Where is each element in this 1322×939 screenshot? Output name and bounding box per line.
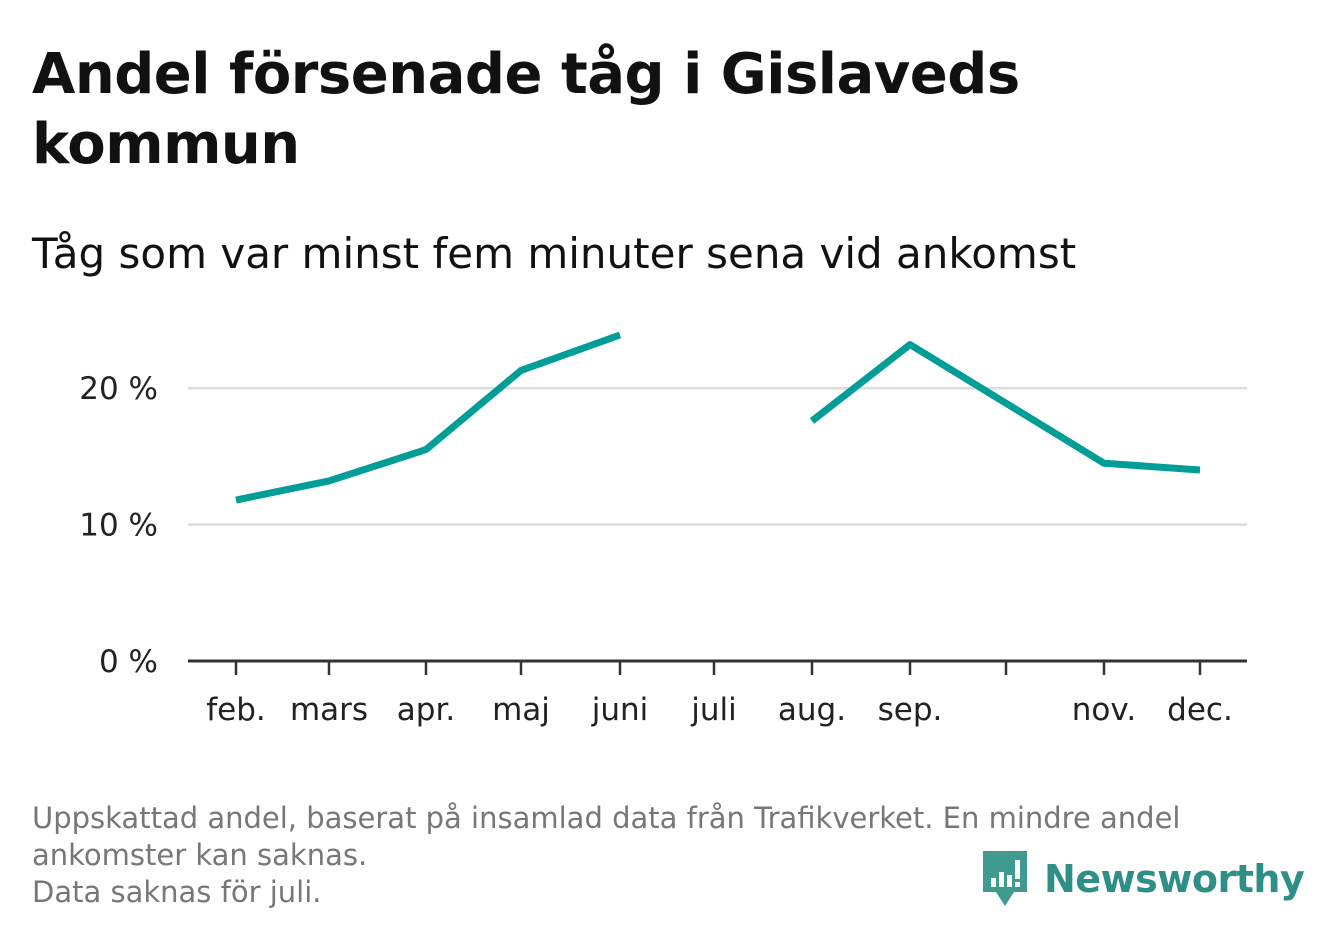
x-tick-label: apr. bbox=[397, 692, 455, 728]
y-tick-label: 0 % bbox=[99, 644, 158, 680]
x-tick-label: maj bbox=[492, 692, 550, 728]
x-tick-label: juli bbox=[690, 692, 737, 728]
series-line bbox=[235, 331, 622, 504]
footnote-line-3: Data saknas för juli. bbox=[32, 875, 322, 909]
brand-name: Newsworthy bbox=[1044, 857, 1305, 901]
x-tick-label: sep. bbox=[878, 692, 943, 728]
footnote-line-2: ankomster kan saknas. bbox=[32, 838, 368, 872]
x-tick-label: aug. bbox=[778, 692, 846, 728]
x-tick-label: juni bbox=[591, 692, 649, 728]
footnote-line-1: Uppskattad andel, baserat på insamlad da… bbox=[32, 801, 1181, 835]
series-line bbox=[809, 341, 1201, 474]
chart-subtitle: Tåg som var minst fem minuter sena vid a… bbox=[32, 229, 1077, 278]
gridlines bbox=[188, 386, 1247, 526]
y-tick-label: 10 % bbox=[79, 508, 158, 544]
chart-title: Andel försenade tåg i Gislaveds kommun bbox=[32, 42, 1020, 177]
bar-chart-speech-icon bbox=[983, 851, 1027, 906]
newsworthy-logo: Newsworthy bbox=[980, 848, 1305, 910]
x-tick-label: dec. bbox=[1167, 692, 1233, 728]
x-axis-ticks: feb. mars apr. maj juni juli aug. sep. nov. dec. bbox=[206, 661, 1233, 728]
x-tick-label: feb. bbox=[206, 692, 266, 728]
x-tick-label: nov. bbox=[1072, 692, 1136, 728]
footnote: Uppskattad andel, baserat på insamlad da… bbox=[32, 800, 1282, 911]
series-lines bbox=[235, 331, 1201, 504]
y-tick-label: 20 % bbox=[79, 371, 158, 407]
x-tick-label: mars bbox=[290, 692, 368, 728]
y-axis-ticks: 0 % 10 % 20 % bbox=[79, 371, 158, 680]
